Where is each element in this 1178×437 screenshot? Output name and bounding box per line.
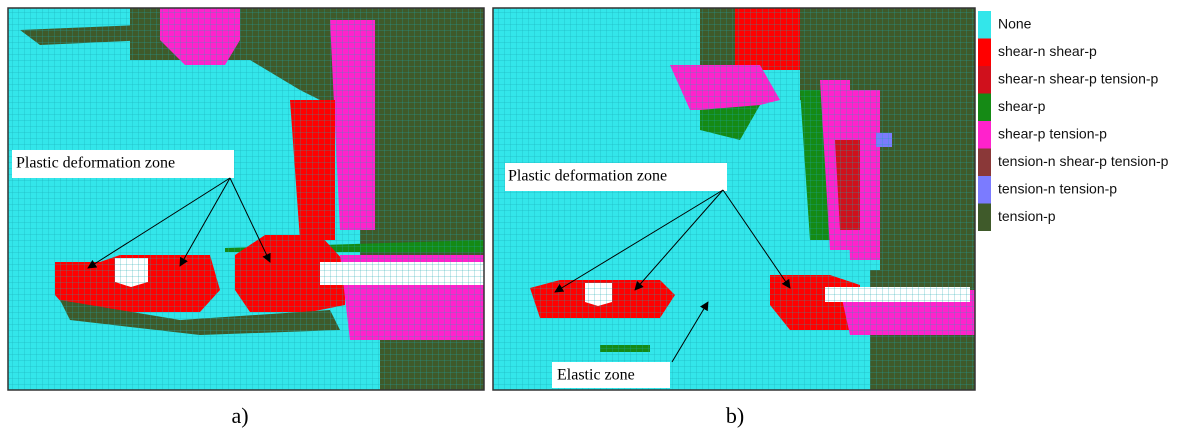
legend-swatch xyxy=(978,11,991,39)
legend-label: shear-p tension-p xyxy=(998,126,1107,142)
legend-swatch xyxy=(978,39,991,67)
legend-swatch xyxy=(978,94,991,122)
legend-swatch xyxy=(978,121,991,149)
legend-label: shear-n shear-p tension-p xyxy=(998,71,1159,87)
legend-label: tension-n shear-p tension-p xyxy=(998,153,1169,169)
panel-label: b) xyxy=(726,403,744,428)
legend-label: shear-p xyxy=(998,98,1046,114)
legend-swatch xyxy=(978,149,991,177)
legend-label: tension-n tension-p xyxy=(998,181,1117,197)
legend: None shear-n shear-p shear-n shear-p tensi… xyxy=(978,11,1169,231)
figure: Plastic deformation zone a) Plastic defo… xyxy=(0,0,1178,437)
legend-swatch xyxy=(978,204,991,232)
panel-b: Plastic deformation zone Elastic zone b) xyxy=(493,8,975,428)
legend-swatch xyxy=(978,176,991,204)
legend-label: shear-n shear-p xyxy=(998,43,1097,59)
legend-label: None xyxy=(998,16,1032,32)
panel-a: Plastic deformation zone a) xyxy=(8,8,484,428)
annotation: Plastic deformation zone xyxy=(508,168,667,185)
annotation: Elastic zone xyxy=(557,367,635,384)
legend-label: tension-p xyxy=(998,208,1056,224)
panel-label: a) xyxy=(231,403,248,428)
annotation: Plastic deformation zone xyxy=(16,155,175,172)
legend-swatch xyxy=(978,66,991,94)
